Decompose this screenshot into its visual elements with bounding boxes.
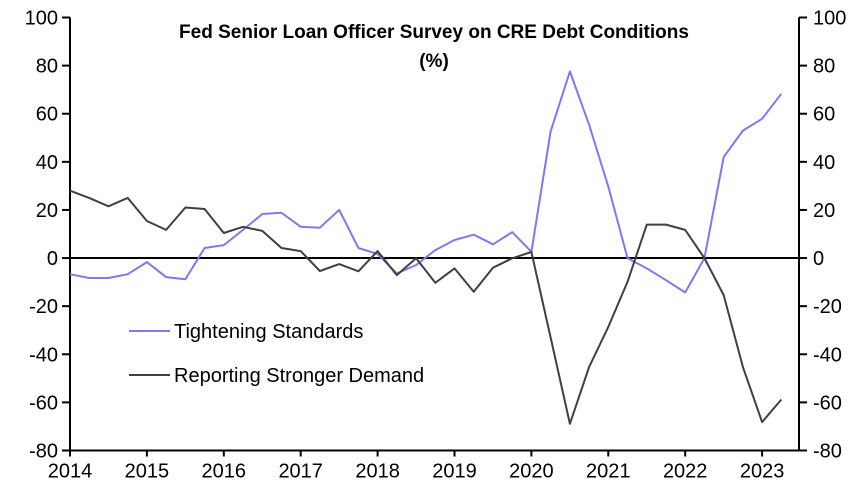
chart-subtitle: (%) xyxy=(419,51,449,72)
y-tick-label-right: 20 xyxy=(813,200,835,222)
y-tick-label-right: 0 xyxy=(813,248,824,270)
y-tick-label-right: 60 xyxy=(813,104,835,126)
legend-label: Reporting Stronger Demand xyxy=(174,365,424,387)
y-tick-label-left: -40 xyxy=(29,344,58,366)
y-tick-label-right: -40 xyxy=(813,344,842,366)
x-tick-label: 2014 xyxy=(48,461,93,483)
x-tick-label: 2018 xyxy=(355,461,400,483)
y-tick-label-left: 60 xyxy=(36,104,58,126)
x-tick-label: 2017 xyxy=(278,461,323,483)
x-tick-label: 2015 xyxy=(125,461,170,483)
y-tick-label-left: 0 xyxy=(47,248,58,270)
legend: Tightening Standards Reporting Stronger D… xyxy=(129,321,424,387)
y-tick-label-right: -80 xyxy=(813,441,842,463)
y-tick-label-right: 40 xyxy=(813,152,835,174)
x-tick-label: 2019 xyxy=(432,461,477,483)
y-tick-label-left: -60 xyxy=(29,392,58,414)
series-line-reporting-stronger-demand xyxy=(69,189,783,425)
series-lines xyxy=(69,70,783,425)
right-y-axis-ticks: 100 80 60 40 20 0 -20 -40 -60 -80 xyxy=(799,8,846,463)
x-axis-ticks: 2014 2015 2016 2017 2018 2019 2020 2021 2022 2023 xyxy=(48,450,785,483)
legend-label: Tightening Standards xyxy=(174,321,363,343)
y-tick-label-right: -20 xyxy=(813,296,842,318)
series-line-tightening-standards xyxy=(69,70,783,294)
y-tick-label-right: -60 xyxy=(813,392,842,414)
chart-title-group: Fed Senior Loan Officer Survey on CRE De… xyxy=(179,22,689,72)
axes xyxy=(62,17,807,452)
chart-title: Fed Senior Loan Officer Survey on CRE De… xyxy=(179,22,689,43)
x-tick-label: 2016 xyxy=(202,461,247,483)
x-tick-label: 2020 xyxy=(509,461,554,483)
x-tick-label: 2023 xyxy=(740,461,785,483)
y-tick-label-left: 80 xyxy=(36,56,58,78)
left-y-axis-ticks: 100 80 60 40 20 0 -20 -40 -60 -80 xyxy=(25,8,70,463)
y-tick-label-left: -80 xyxy=(29,441,58,463)
y-tick-label-left: 100 xyxy=(25,8,58,30)
x-tick-label: 2022 xyxy=(663,461,708,483)
y-tick-label-right: 80 xyxy=(813,56,835,78)
y-tick-label-left: 20 xyxy=(36,200,58,222)
y-tick-label-right: 100 xyxy=(813,8,846,30)
y-tick-label-left: 40 xyxy=(36,152,58,174)
y-tick-label-left: -20 xyxy=(29,296,58,318)
x-tick-label: 2021 xyxy=(586,461,631,483)
